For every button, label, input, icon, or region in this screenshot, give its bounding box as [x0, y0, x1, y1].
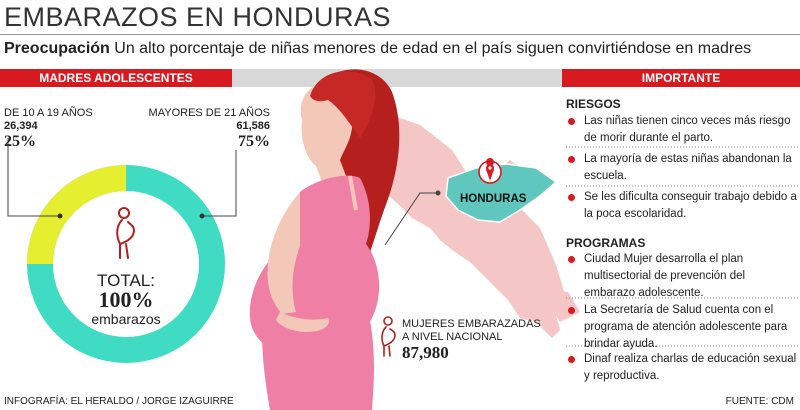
- honduras-shape: [445, 163, 558, 223]
- group-old-label: MAYORES DE 21 AÑOS: [148, 107, 270, 119]
- group-young-percent: 25%: [4, 133, 36, 150]
- pregnant-small-icon: [381, 316, 396, 357]
- subtitle-text: Un alto porcentaje de niñas menores de e…: [114, 40, 752, 57]
- section-label-madres: MADRES ADOLESCENTES: [0, 69, 232, 87]
- bullet-icon: [568, 156, 575, 163]
- section-label-importante: IMPORTANTE: [562, 69, 800, 87]
- list-item: Las niñas tienen cinco veces más riesgo …: [566, 113, 798, 147]
- list-item: Ciudad Mujer desarrolla el plan multisec…: [566, 251, 798, 302]
- donut-segment-young: [27, 165, 225, 363]
- central-america-map: [372, 108, 580, 338]
- subtitle-label: Preocupación: [4, 40, 110, 57]
- group-old-percent: 75%: [238, 133, 270, 150]
- subtitle: Preocupación Un alto porcentaje de niñas…: [4, 40, 751, 58]
- group-old-count: 61,586: [236, 120, 270, 132]
- page-title: EMBARAZOS EN HONDURAS: [4, 2, 392, 32]
- list-item: Se les dificulta conseguir trabajo debid…: [566, 189, 798, 223]
- donut-chart: [7, 138, 237, 363]
- bullet-icon: [568, 356, 575, 363]
- bullet-icon: [568, 118, 575, 125]
- list-item: Dinaf realiza charlas de educación sexua…: [566, 351, 798, 385]
- group-young-count: 26,394: [4, 120, 38, 132]
- list-item: La Secretaría de Salud cuenta con el pro…: [566, 302, 798, 353]
- source: FUENTE: CDM: [725, 396, 794, 407]
- title-divider: [0, 34, 800, 35]
- bullet-icon: [568, 194, 575, 201]
- bullet-icon: [568, 307, 575, 314]
- list-item: La mayoría de estas niñas abandonan la e…: [566, 151, 798, 185]
- total-value: 100%: [98, 287, 154, 312]
- map-pin-icon: [478, 157, 502, 184]
- bullet-icon: [568, 256, 575, 263]
- group-young-label: DE 10 A 19 AÑOS: [4, 107, 93, 119]
- programs-title: PROGRAMAS: [566, 236, 646, 250]
- total-unit: embarazos: [91, 311, 161, 327]
- total-label: TOTAL:: [97, 271, 155, 290]
- national-line1: MUJERES EMBARAZADAS: [402, 318, 541, 330]
- risks-title: RIESGOS: [566, 97, 621, 111]
- country-label: HONDURAS: [460, 193, 527, 205]
- national-line2: A NIVEL NACIONAL: [402, 331, 503, 343]
- pregnant-icon: [116, 207, 136, 259]
- credit: INFOGRAFÍA: EL HERALDO / JORGE IZAGUIRRE: [4, 396, 234, 407]
- national-value: 87,980: [402, 343, 449, 362]
- pregnant-woman-illustration: [249, 69, 400, 410]
